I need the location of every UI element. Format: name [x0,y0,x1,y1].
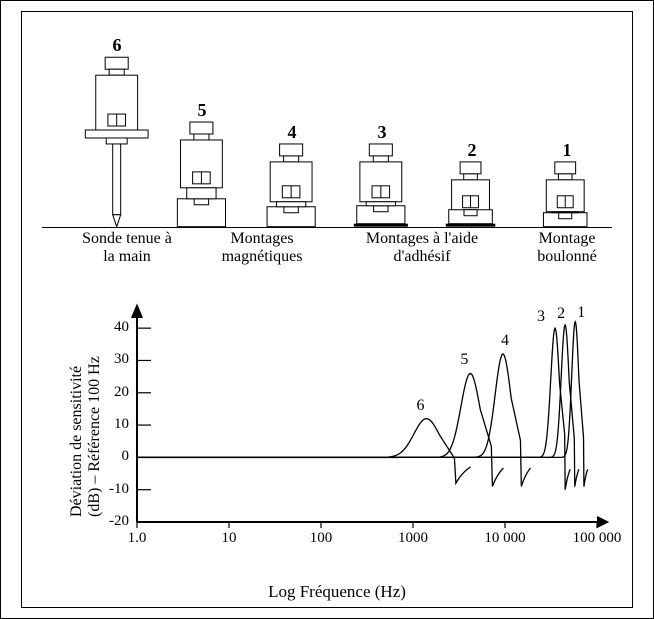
chart-svg [62,302,612,592]
x-tick-label: 1.0 [107,530,167,547]
peak-label-3: 3 [537,308,545,326]
inner-frame: 654321 Sonde tenue àla mainMontagesmagné… [21,11,633,608]
y-tick-label: 0 [99,448,129,465]
sensor-number-2: 2 [462,140,482,161]
category-label-1: Montagesmagnétiques [187,230,337,267]
x-tick-label: 10 [199,530,259,547]
x-tick-label: 100 000 [567,530,627,547]
y-tick-label: 40 [99,319,129,336]
sensor-number-1: 1 [557,140,577,161]
curve-5 [139,373,504,486]
peak-label-2: 2 [557,305,565,323]
y-tick-label: -20 [99,513,129,530]
y-tick-label: 30 [99,351,129,368]
y-tick-label: -10 [99,481,129,498]
mounting-diagram-panel: 654321 Sonde tenue àla mainMontagesmagné… [22,12,632,252]
sensor-number-4: 4 [282,122,302,143]
category-label-3: Montageboulonné [512,230,622,267]
curve-3 [139,328,570,490]
x-axis-label: Log Fréquence (Hz) [62,582,612,602]
x-tick-label: 10 000 [475,530,535,547]
sensor-number-5: 5 [192,100,212,121]
x-tick-label: 1000 [383,530,443,547]
peak-label-6: 6 [416,397,424,415]
peak-label-1: 1 [577,304,585,322]
curve-6 [139,419,471,484]
figure-container: 654321 Sonde tenue àla mainMontagesmagné… [0,0,654,619]
category-label-0: Sonde tenue àla main [62,230,192,267]
peak-label-5: 5 [460,351,468,369]
resonance-chart: Déviation de sensitivité (dB) – Référenc… [62,302,612,592]
x-tick-label: 100 [291,530,351,547]
category-label-2: Montages à l'aided'adhésif [342,230,502,267]
sensor-number-6: 6 [107,35,127,56]
peak-label-4: 4 [501,332,509,350]
sensor-number-3: 3 [372,122,392,143]
y-tick-label: 20 [99,384,129,401]
y-tick-label: 10 [99,416,129,433]
